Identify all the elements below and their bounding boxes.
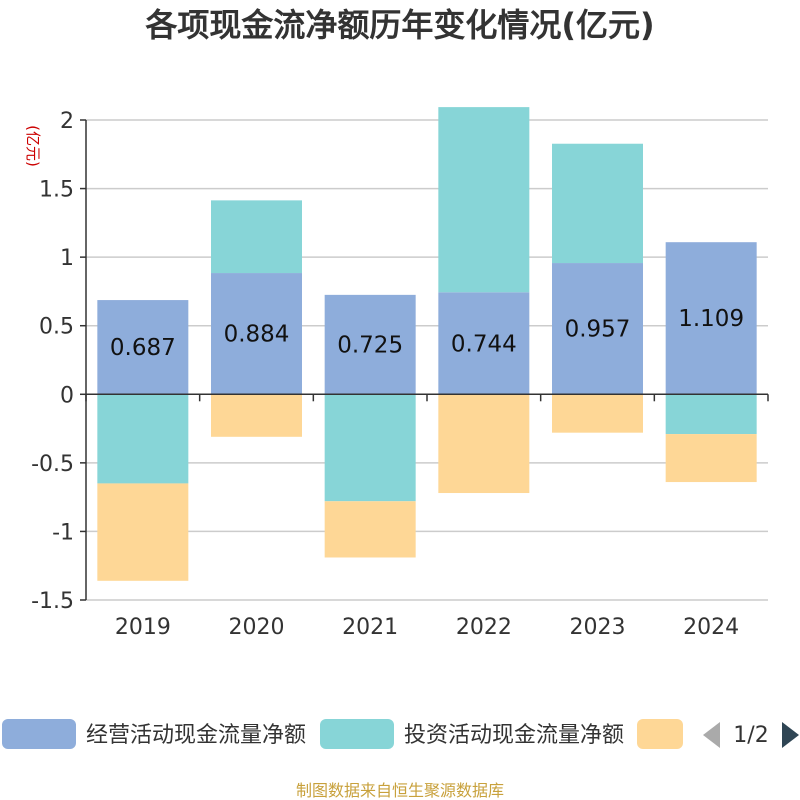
bar-2022-series-1 — [438, 107, 530, 293]
y-tick-label: 0.5 — [39, 315, 74, 340]
legend-next-page-icon[interactable] — [782, 722, 799, 748]
legend-page-indicator: 1/2 — [733, 723, 768, 748]
y-tick-label: -1 — [52, 520, 74, 545]
bar-2020-series-0 — [211, 273, 302, 395]
legend-swatch-investing[interactable] — [320, 719, 394, 749]
legend-swatch-operating[interactable] — [2, 719, 76, 749]
chart-title: 各项现金流净额历年变化情况(亿元) — [145, 6, 654, 44]
axes — [80, 119, 769, 601]
data-label-2020: 0.884 — [224, 322, 290, 348]
legend-prev-page-icon[interactable] — [703, 722, 720, 748]
bar-2019-series-1 — [97, 394, 189, 484]
x-tick-label: 2023 — [570, 615, 626, 640]
y-tick-labels: 2 1.5 1 0.5 0 -0.5 -1 -1.5 — [31, 109, 74, 614]
legend: 经营活动现金流量净额 投资活动现金流量净额 1/2 — [2, 719, 799, 749]
bar-2023-series-1 — [552, 143, 643, 264]
bar-2024-series-2 — [665, 434, 757, 483]
bar-2024-series-1 — [665, 394, 757, 435]
bar-2023-series-2 — [552, 394, 643, 433]
data-source-note: 制图数据来自恒生聚源数据库 — [296, 781, 504, 800]
y-tick-label: 1 — [60, 246, 74, 271]
x-tick-label: 2024 — [683, 615, 739, 640]
legend-label-investing[interactable]: 投资活动现金流量净额 — [404, 723, 624, 748]
data-label-2021: 0.725 — [337, 333, 403, 359]
x-tick-label: 2020 — [229, 615, 285, 640]
legend-label-operating[interactable]: 经营活动现金流量净额 — [86, 723, 306, 748]
bar-2021-series-2 — [324, 501, 416, 558]
bar-2022-series-2 — [438, 394, 530, 494]
bar-2020-series-2 — [211, 394, 302, 437]
data-label-2019: 0.687 — [110, 335, 176, 361]
y-tick-label: 1.5 — [39, 178, 74, 203]
bars — [97, 107, 757, 581]
y-tick-label: 0 — [60, 383, 74, 408]
bar-2024-series-0 — [665, 242, 757, 395]
x-tick-label: 2022 — [456, 615, 512, 640]
y-tick-label: -0.5 — [31, 452, 74, 477]
bar-2021-series-0 — [324, 294, 416, 395]
legend-swatch-financing[interactable] — [637, 719, 683, 749]
y-tick-label: 2 — [60, 109, 74, 134]
data-label-2023: 0.957 — [565, 317, 631, 343]
data-label-2024: 1.109 — [678, 306, 744, 332]
bar-2023-series-0 — [552, 263, 643, 395]
bar-2019-series-2 — [97, 483, 189, 581]
bar-2021-series-1 — [324, 394, 416, 502]
grid-lines — [86, 119, 768, 601]
x-tick-label: 2021 — [342, 615, 398, 640]
data-label-2022: 0.744 — [451, 331, 517, 357]
y-axis-unit: (亿元) — [24, 125, 42, 167]
bar-2019-series-0 — [97, 300, 189, 395]
bar-2020-series-1 — [211, 200, 302, 274]
x-tick-label: 2019 — [115, 615, 171, 640]
data-labels: 0.687 0.884 0.725 0.744 0.957 1.109 — [110, 306, 744, 361]
x-tick-labels: 2019 2020 2021 2022 2023 2024 — [115, 615, 739, 640]
y-tick-label: -1.5 — [31, 589, 74, 614]
bar-2022-series-0 — [438, 292, 530, 395]
